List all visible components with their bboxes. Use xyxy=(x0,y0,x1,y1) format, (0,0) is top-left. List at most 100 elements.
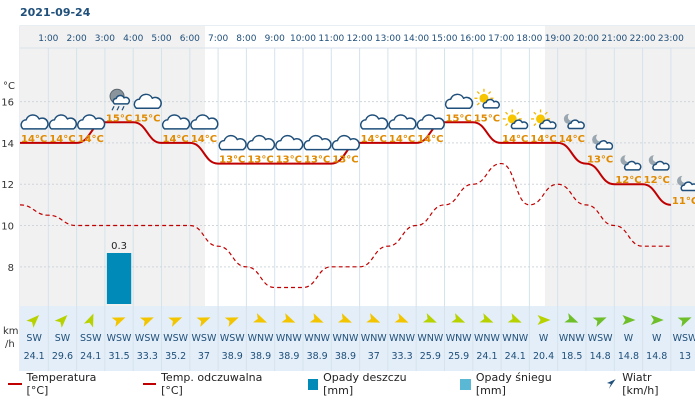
wind-arrow-icon xyxy=(54,315,68,328)
cloud-icon xyxy=(133,93,162,110)
wind-arrow-icon xyxy=(253,313,268,323)
wind-arrow-icon xyxy=(394,313,409,323)
hour-label: 3:00 xyxy=(95,34,115,44)
temperature-label: 14°C xyxy=(163,134,189,145)
wind-direction-label: WNW xyxy=(417,333,443,344)
wind-speed-label: 33.3 xyxy=(391,351,412,362)
wind-arrow-icon xyxy=(337,313,352,323)
wind-speed-label: 14.8 xyxy=(590,351,611,362)
hour-label: 11:00 xyxy=(318,34,344,44)
hour-label: 9:00 xyxy=(265,34,285,44)
legend-rain-label: Opady deszczu [mm] xyxy=(323,371,407,397)
wind-arrow-icon xyxy=(168,317,183,327)
temperature-label: 13°C xyxy=(587,155,613,166)
wind-arrow-icon xyxy=(83,313,94,328)
wind-direction-label: WSW xyxy=(135,333,160,344)
wind-unit-km: km xyxy=(3,326,19,337)
rain-bar xyxy=(106,253,132,304)
cloud-moon-icon xyxy=(620,154,642,171)
temperature-label: 14°C xyxy=(389,134,415,145)
temperature-label: 13°C xyxy=(219,155,245,166)
night-band xyxy=(545,26,695,306)
wind-speed-label: 13 xyxy=(679,351,691,362)
wind-arrow-icon xyxy=(677,317,692,327)
feels-like-line xyxy=(19,162,671,289)
legend-temperature-swatch xyxy=(8,383,22,385)
wind-speed-label: 29.6 xyxy=(52,351,73,362)
cloud-moon-icon xyxy=(563,112,585,130)
temperature-label: 15°C xyxy=(474,113,500,124)
y-tick-label: 16 xyxy=(1,98,14,109)
wind-speed-label: 20.4 xyxy=(533,351,554,362)
legend: Temperatura [°C] Temp. odczuwalna [°C] O… xyxy=(0,371,695,397)
temperature-line xyxy=(19,121,672,206)
day-band xyxy=(205,26,545,306)
wind-speed-label: 38.9 xyxy=(278,351,299,362)
wind-direction-label: WSW xyxy=(192,333,217,344)
temperature-label: 15°C xyxy=(106,113,132,124)
wind-speed-label: 38.9 xyxy=(222,351,243,362)
temperature-label: 14°C xyxy=(502,134,528,145)
wind-direction-label: WSW xyxy=(588,333,613,344)
legend-feels-like: Temp. odczuwalna [°C] xyxy=(142,371,284,397)
wind-speed-label: 31.5 xyxy=(108,351,129,362)
wind-speed-label: 18.5 xyxy=(561,351,582,362)
hour-label: 6:00 xyxy=(180,34,200,44)
hour-label: 2:00 xyxy=(66,34,86,44)
hour-label: 18:00 xyxy=(516,34,542,44)
legend-wind: Wiatr [km/h] xyxy=(606,371,689,397)
wind-direction-label: WNW xyxy=(361,333,387,344)
cloud-icon xyxy=(246,134,276,151)
legend-wind-label: Wiatr [km/h] xyxy=(622,371,659,397)
hour-label: 15:00 xyxy=(432,34,458,44)
wind-arrow-icon xyxy=(309,313,324,323)
wind-speed-label: 24.1 xyxy=(80,351,101,362)
wind-arrow-icon xyxy=(422,313,437,323)
legend-temperature-label: Temperatura [°C] xyxy=(26,371,97,397)
temperature-label: 15°C xyxy=(134,113,160,124)
legend-snow-label: Opady śniegu [mm] xyxy=(475,371,552,397)
legend-rain: Opady deszczu [mm] xyxy=(307,371,437,397)
wind-arrow-icon xyxy=(196,317,211,327)
wind-speed-label: 24.1 xyxy=(24,351,45,362)
cloud-icon xyxy=(218,134,247,151)
cloud-icon xyxy=(20,114,49,130)
wind-direction-label: WNW xyxy=(304,333,330,344)
y-tick-label: 8 xyxy=(8,263,14,274)
temperature-label: 13°C xyxy=(332,155,358,166)
wind-speed-label: 25.9 xyxy=(448,351,469,362)
y-tick-label: 10 xyxy=(1,222,14,233)
hour-label: 23:00 xyxy=(658,34,684,44)
wind-direction-label: W xyxy=(652,333,662,344)
legend-feels-like-swatch xyxy=(142,383,157,385)
cloud-icon xyxy=(303,134,332,151)
temperature-label: 13°C xyxy=(247,155,273,166)
temperature-label: 14°C xyxy=(361,134,387,145)
wind-speed-label: 37 xyxy=(198,351,210,362)
wind-arrow-icon xyxy=(507,313,522,323)
cloud-icon xyxy=(161,114,191,130)
legend-wind-arrow-icon xyxy=(606,379,616,389)
hour-label: 7:00 xyxy=(208,34,228,44)
wind-direction-label: SW xyxy=(26,333,42,344)
wind-direction-label: WNW xyxy=(502,333,528,344)
cloud-icon xyxy=(275,134,304,151)
forecast-chart: 2021-09-24 1:00 2:00 3:00 4:00 5:00 6:00 7:00 8… xyxy=(1,6,695,371)
hour-label: 8:00 xyxy=(236,34,256,44)
cloud-icon xyxy=(77,114,106,130)
wind-direction-label: SSW xyxy=(80,333,102,344)
wind-arrow-icon xyxy=(366,313,381,323)
wind-speed-label: 35.2 xyxy=(165,351,186,362)
wind-direction-label: WSW xyxy=(673,333,695,344)
cloud-icon xyxy=(48,114,78,130)
wind-arrow-icon xyxy=(111,317,126,327)
wind-speed-label: 38.9 xyxy=(335,351,356,362)
legend-snow: Opady śniegu [mm] xyxy=(460,371,581,397)
sun-cloud-icon xyxy=(531,109,557,130)
wind-direction-label: WNW xyxy=(389,333,415,344)
legend-temperature: Temperatura [°C] xyxy=(8,371,119,397)
temperature-label: 14°C xyxy=(530,134,556,145)
cloud-icon xyxy=(388,114,417,130)
y-tick-label: 12 xyxy=(1,180,14,191)
wind-arrow-icon xyxy=(592,317,607,327)
